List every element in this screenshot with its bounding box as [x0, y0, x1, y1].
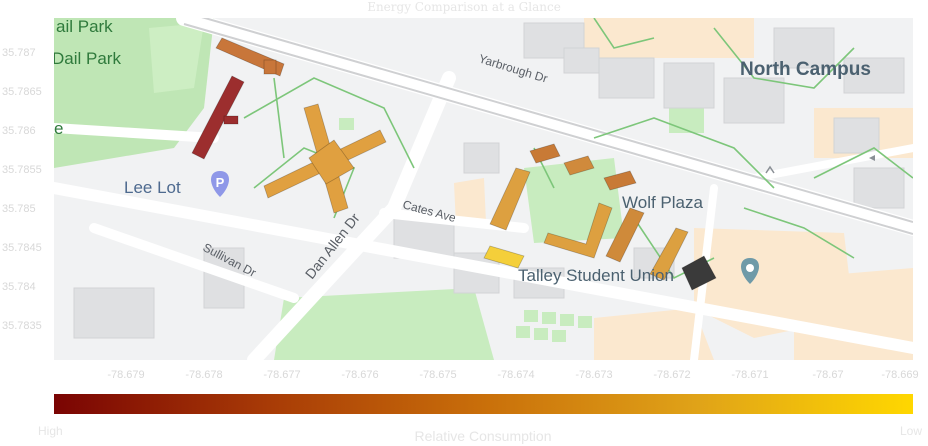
- x-tick-label: -78.677: [263, 369, 301, 381]
- railroad: [183, 23, 913, 235]
- building-b1-wing[interactable]: [263, 59, 277, 75]
- park-area: [149, 23, 204, 93]
- building-b6[interactable]: [603, 170, 637, 191]
- x-tick-label: -78.672: [653, 369, 691, 381]
- x-tick-label: -78.676: [341, 369, 379, 381]
- x-tick-label: -78.678: [185, 369, 223, 381]
- y-tick-label: 35.7845: [2, 242, 42, 254]
- y-tick-label: 35.784: [2, 281, 36, 293]
- x-tick-label: -78.671: [731, 369, 769, 381]
- green-area: [339, 118, 354, 130]
- campus-block: [584, 18, 754, 58]
- railroad: [201, 18, 913, 223]
- x-tick-label: -78.669: [881, 369, 919, 381]
- colorbar-low-label: Low: [900, 424, 923, 438]
- map-label-park-top: ail Park: [56, 18, 113, 36]
- parking-lot: [516, 310, 592, 342]
- x-tick-label: -78.674: [497, 369, 535, 381]
- y-tick-label: 35.7835: [2, 320, 42, 332]
- building-b4[interactable]: [529, 143, 561, 164]
- map-label-wolf-plaza: Wolf Plaza: [622, 193, 703, 212]
- map-label-talley: Talley Student Union: [518, 266, 674, 285]
- direction-arrow-icon: [869, 155, 875, 161]
- parking-pin-icon[interactable]: P: [211, 171, 229, 197]
- direction-arrow-icon: [765, 165, 775, 174]
- colorbar-title: Relative Consumption: [414, 428, 552, 444]
- chart-title: Energy Comparison at a Glance: [367, 0, 561, 14]
- building-b12[interactable]: [681, 255, 717, 291]
- building-b10[interactable]: [649, 227, 689, 281]
- campus-block: [594, 308, 714, 360]
- x-tick-label: -78.675: [419, 369, 457, 381]
- building-b9[interactable]: [605, 207, 645, 263]
- roads: [54, 18, 913, 360]
- location-pin-icon[interactable]: [741, 258, 759, 284]
- y-tick-label: 35.7855: [2, 164, 42, 176]
- y-tick-label: 35.785: [2, 203, 36, 215]
- x-tick-label: -78.679: [107, 369, 145, 381]
- park-area: [274, 288, 494, 360]
- colorbar-gradient: [54, 394, 913, 414]
- y-tick-label: 35.7865: [2, 86, 42, 98]
- building-b2-wing[interactable]: [223, 115, 239, 125]
- x-tick-label: -78.67: [812, 369, 844, 381]
- building-footprints: [73, 22, 905, 339]
- campus-block: [454, 178, 486, 226]
- building-b8[interactable]: [543, 202, 613, 259]
- building-b3-core[interactable]: [308, 139, 355, 185]
- building-b11[interactable]: [483, 245, 525, 269]
- building-b2[interactable]: [191, 75, 245, 160]
- colorbar: [54, 394, 913, 414]
- building-b7[interactable]: [489, 167, 531, 231]
- map-label-lee-lot: Lee Lot: [124, 178, 181, 197]
- map-label-edge: e: [54, 119, 63, 138]
- colorbar-high-label: High: [38, 424, 63, 438]
- y-tick-label: 35.786: [2, 125, 36, 137]
- campus-map[interactable]: P ail Park Dail Park e Lee Lot North Cam…: [54, 18, 913, 360]
- parking-glyph: P: [216, 175, 225, 190]
- y-tick-label: 35.787: [2, 47, 36, 59]
- building-b5[interactable]: [563, 155, 595, 176]
- x-tick-label: -78.673: [575, 369, 613, 381]
- map-label-north-campus: North Campus: [740, 59, 871, 80]
- map-label-park: Dail Park: [54, 49, 121, 68]
